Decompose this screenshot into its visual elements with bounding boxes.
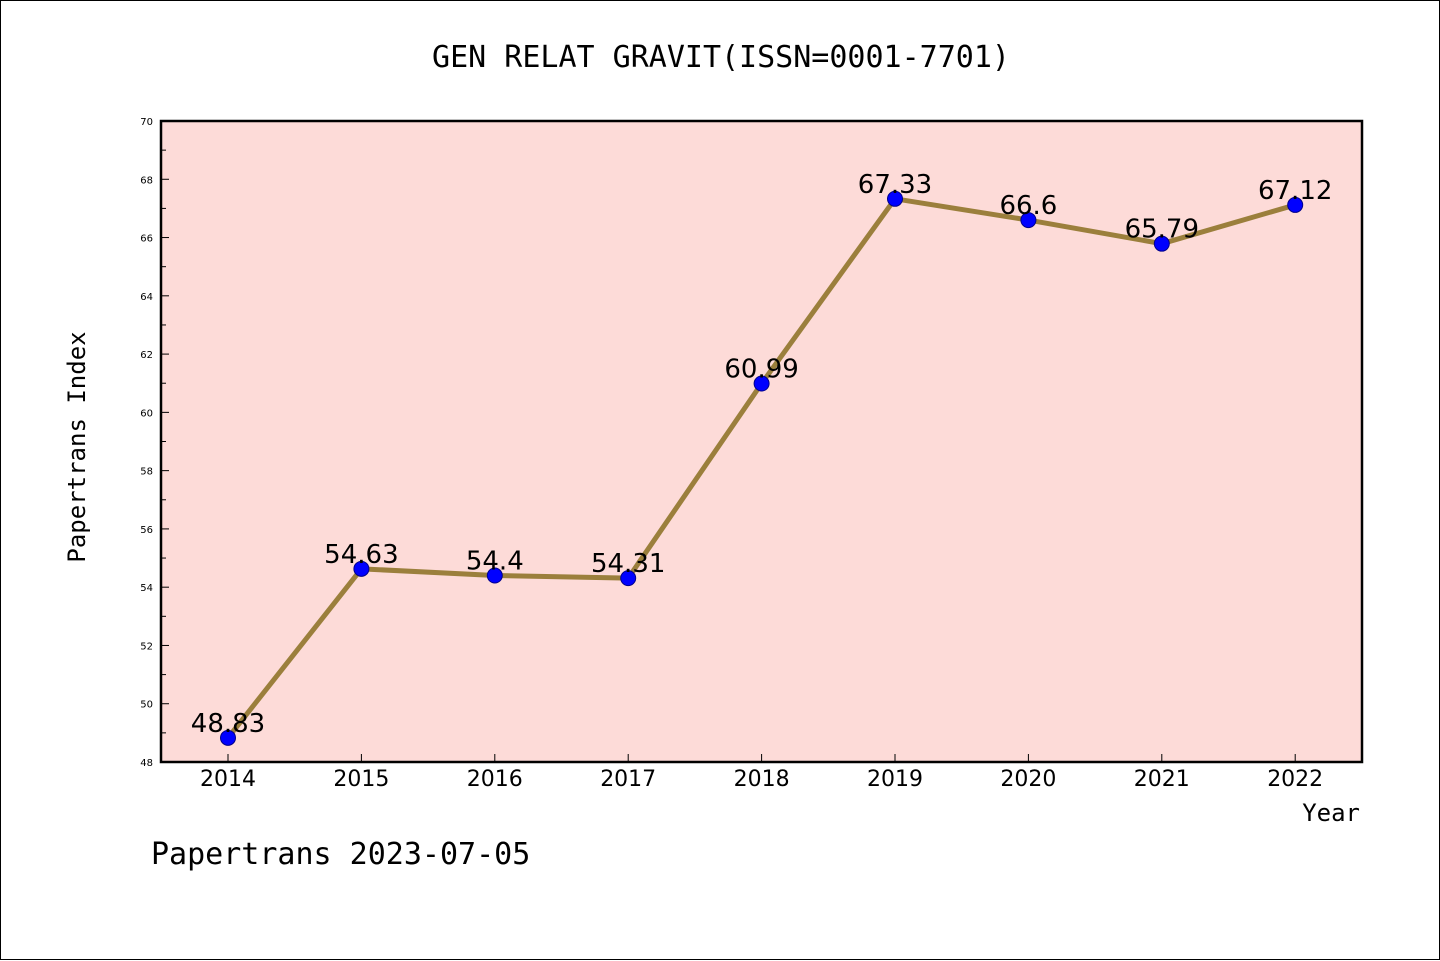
y-tick-label: 64 (140, 292, 153, 303)
x-tick-label: 2019 (867, 767, 923, 792)
data-value-label: 48.83 (191, 709, 265, 739)
data-value-label: 67.12 (1258, 176, 1332, 206)
x-tick-label: 2021 (1134, 767, 1190, 792)
y-tick-label: 62 (140, 350, 153, 361)
y-tick-label: 58 (140, 467, 153, 478)
y-tick-label: 68 (140, 175, 153, 186)
plot-border (159, 119, 1364, 764)
x-tick-label: 2017 (600, 767, 656, 792)
data-point (620, 570, 637, 587)
y-tick-label: 70 (140, 117, 153, 128)
data-point (353, 560, 370, 577)
x-tick-label: 2020 (1000, 767, 1056, 792)
data-point (1020, 212, 1037, 229)
y-tick-label: 50 (140, 700, 153, 711)
y-tick-label: 52 (140, 641, 153, 652)
x-tick-label: 2018 (734, 767, 790, 792)
data-point (753, 375, 770, 392)
data-point (486, 567, 503, 584)
y-axis-ticks: 48 50 52 54 56 58 60 62 64 66 68 70 (140, 117, 169, 769)
y-tick-label: 56 (140, 525, 153, 536)
y-tick-label: 54 (140, 583, 153, 594)
y-tick-label: 60 (140, 408, 153, 419)
data-point (887, 190, 903, 207)
y-tick-label: 48 (140, 758, 153, 769)
data-value-label: 54.4 (466, 547, 524, 577)
x-axis-label: Year (1302, 799, 1360, 827)
data-labels: 48.83 54.63 54.4 54.31 60.99 67.33 66.6 65.79 67… (191, 170, 1333, 739)
data-value-label: 65.79 (1125, 215, 1199, 245)
data-value-label: 54.31 (591, 549, 665, 579)
data-point (1153, 235, 1170, 252)
data-value-label: 67.33 (858, 170, 932, 200)
chart-title: GEN RELAT GRAVIT(ISSN=0001-7701) (432, 40, 1010, 75)
data-series (220, 190, 1304, 746)
x-tick-label: 2016 (467, 767, 523, 792)
data-point (220, 729, 236, 746)
x-tick-label: 2022 (1267, 767, 1323, 792)
data-value-label: 60.99 (724, 355, 798, 385)
x-tick-label: 2014 (200, 767, 256, 792)
y-axis-label: Papertrans Index (63, 331, 91, 562)
y-tick-label: 66 (140, 234, 153, 245)
data-point (1287, 196, 1304, 213)
data-value-label: 66.6 (999, 191, 1057, 221)
x-tick-label: 2015 (333, 767, 389, 792)
plot-area (161, 121, 1362, 762)
data-value-label: 54.63 (324, 540, 398, 570)
x-axis-ticks: 2014 2015 2016 2017 2018 2019 2020 2021 2022 (200, 754, 1323, 792)
footer-text: Papertrans 2023-07-05 (151, 837, 530, 872)
